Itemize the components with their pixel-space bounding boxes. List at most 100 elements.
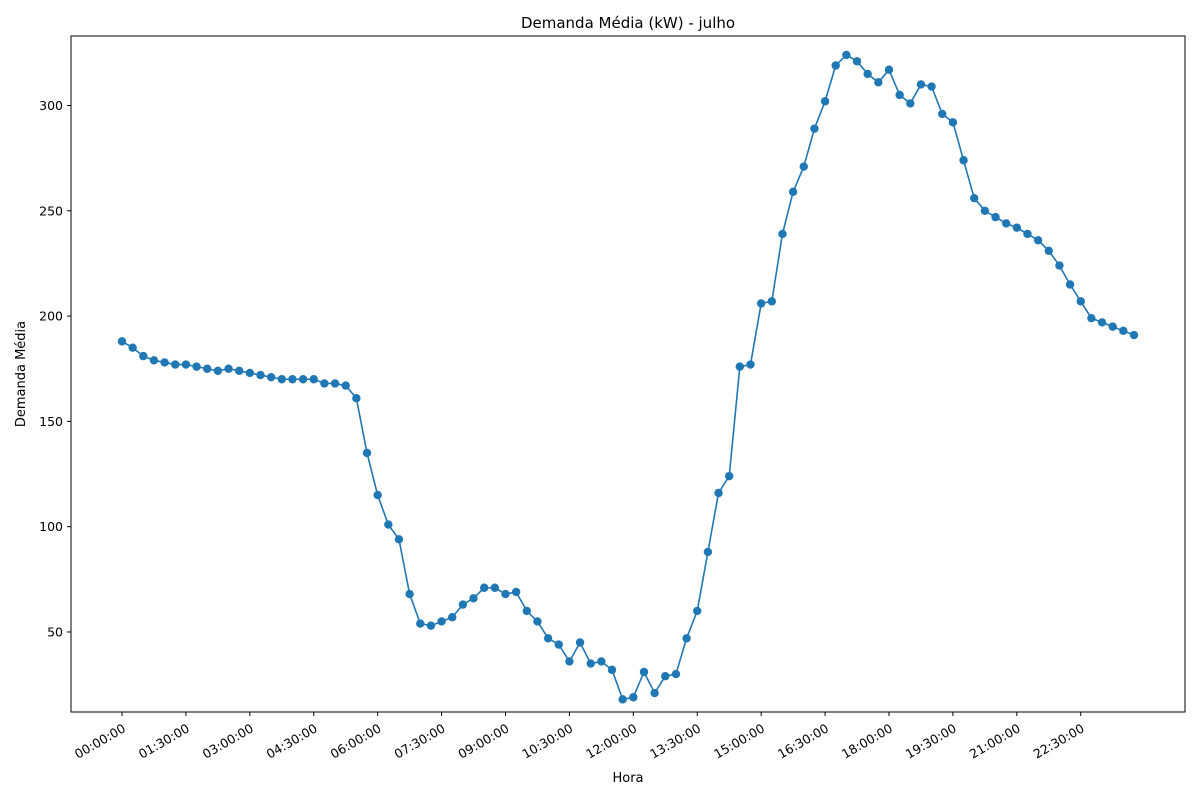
data-point [171, 360, 180, 369]
data-point [1033, 236, 1043, 245]
data-point [437, 617, 446, 626]
data-point [416, 619, 425, 628]
data-point [1108, 322, 1117, 331]
data-point [320, 379, 329, 388]
data-point [756, 299, 766, 308]
data-point [203, 364, 212, 373]
data-point [1076, 297, 1085, 306]
data-point [448, 613, 457, 622]
data-point [842, 50, 851, 60]
data-point [330, 379, 340, 388]
data-point [117, 337, 127, 346]
x-tick-label: 04:30:00 [264, 721, 320, 762]
data-point [139, 351, 148, 361]
data-point [543, 634, 553, 643]
y-tick-label: 200 [39, 309, 63, 324]
data-point [352, 394, 361, 403]
y-axis-label: Demanda Média [14, 321, 29, 427]
x-axis: 00:00:00 01:30:00 03:00:00 04:30:00 06:00:00… [72, 712, 1087, 762]
data-point [309, 375, 318, 384]
data-point [192, 362, 201, 371]
data-point [1023, 229, 1032, 239]
data-point [916, 80, 926, 89]
x-tick-label: 15:00:00 [711, 721, 767, 762]
data-point [778, 229, 787, 239]
x-tick-label: 21:00:00 [967, 721, 1023, 762]
x-tick-label: 00:00:00 [72, 721, 128, 762]
data-point [725, 471, 734, 481]
data-point [810, 124, 819, 133]
x-axis-label: Hora [612, 771, 643, 786]
data-point [671, 669, 681, 679]
data-point [629, 693, 638, 702]
data-point [426, 621, 436, 630]
x-tick-label: 12:00:00 [583, 721, 639, 762]
data-point [1012, 223, 1022, 232]
data-point [863, 69, 872, 79]
data-point [245, 368, 255, 378]
data-point [799, 162, 808, 171]
data-point [213, 366, 223, 376]
data-point [501, 589, 510, 599]
data-point [831, 61, 840, 70]
data-point [256, 370, 265, 380]
data-point [1001, 219, 1011, 228]
data-point [458, 600, 468, 609]
x-tick-label: 03:00:00 [200, 721, 256, 762]
data-point [511, 587, 521, 597]
data-point [661, 672, 670, 681]
y-axis: 50 100 150 200 250 300 [39, 98, 71, 639]
data-point [224, 364, 233, 373]
x-tick-label: 09:00:00 [455, 721, 511, 762]
data-point [959, 156, 968, 165]
data-point [533, 617, 542, 626]
data-point [618, 695, 627, 704]
data-point [128, 343, 137, 352]
data-point [469, 594, 478, 603]
data-point [1055, 261, 1064, 270]
x-tick-label: 06:00:00 [328, 721, 384, 762]
data-point [575, 638, 585, 647]
data-point [586, 659, 595, 668]
data-point [565, 657, 574, 666]
plot-area [70, 35, 1186, 713]
data-point [341, 381, 350, 390]
data-point [1129, 330, 1139, 340]
data-point [490, 583, 500, 592]
x-tick-label: 16:30:00 [775, 721, 831, 762]
data-point [735, 362, 745, 371]
plot-frame [70, 35, 1186, 713]
data-point [852, 57, 862, 66]
data-point [948, 118, 958, 127]
data-point [181, 360, 191, 369]
data-point [288, 375, 297, 384]
y-tick-label: 150 [39, 414, 63, 429]
data-point [703, 547, 713, 557]
chart-title: Demanda Média (kW) - julho [521, 14, 735, 32]
data-point [1065, 280, 1075, 289]
data-point [1087, 313, 1096, 323]
data-point [884, 65, 894, 74]
data-point [714, 488, 723, 498]
data-point [639, 667, 649, 677]
data-point [479, 583, 489, 592]
data-point [234, 366, 244, 376]
data-point [1044, 246, 1053, 255]
data-point [874, 78, 883, 87]
data-point [405, 589, 414, 599]
data-point [277, 375, 286, 384]
data-point [927, 82, 936, 91]
data-point [1119, 326, 1128, 336]
data-point [394, 535, 404, 544]
data-point [266, 372, 276, 382]
y-tick-label: 50 [47, 624, 63, 639]
y-tick-label: 100 [39, 519, 63, 534]
y-tick-label: 250 [39, 203, 63, 218]
data-point [1097, 318, 1107, 327]
x-tick-label: 10:30:00 [519, 721, 575, 762]
data-point [991, 212, 1000, 222]
data-point [970, 193, 979, 203]
x-tick-label: 18:00:00 [839, 721, 895, 762]
x-tick-label: 22:30:00 [1031, 721, 1087, 762]
